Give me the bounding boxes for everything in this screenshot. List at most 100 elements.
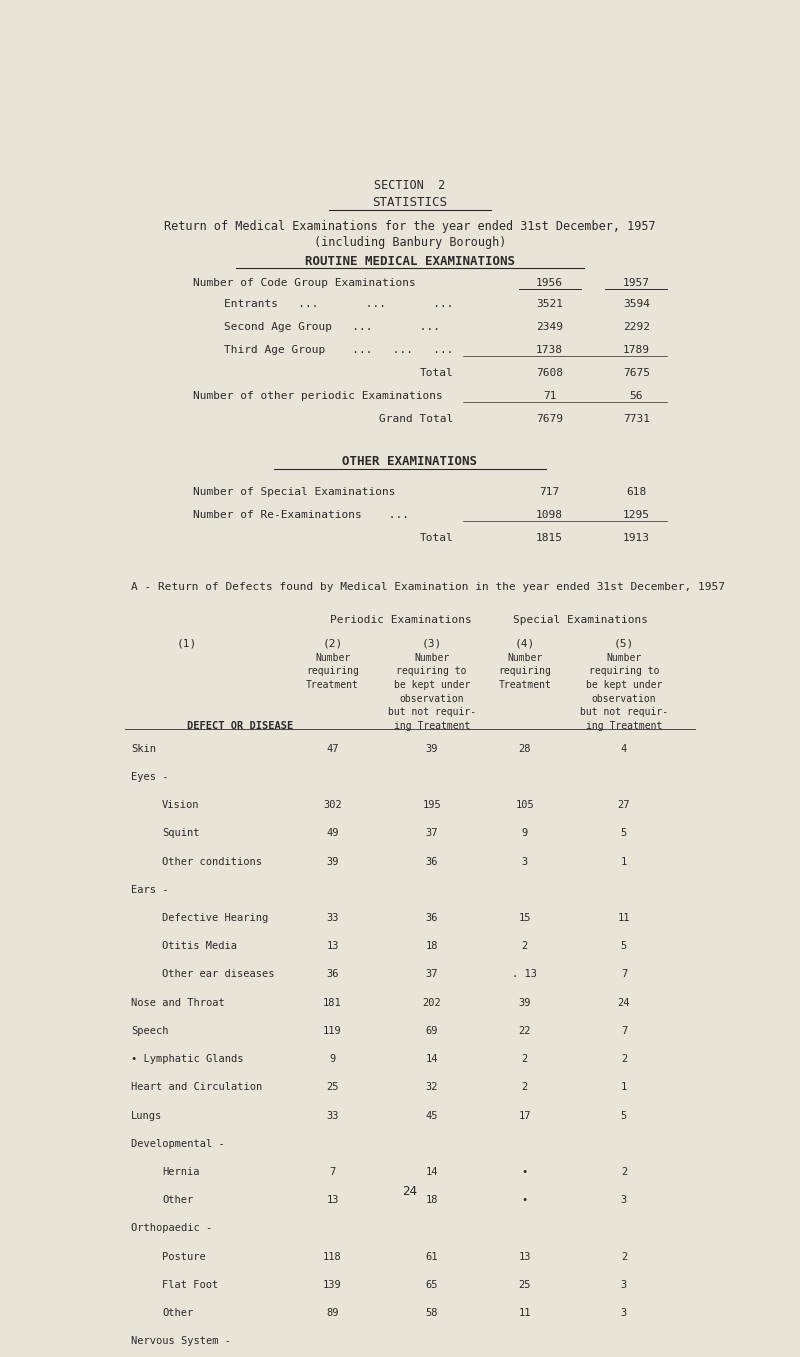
Text: 36: 36: [426, 856, 438, 867]
Text: 58: 58: [426, 1308, 438, 1318]
Text: 36: 36: [326, 969, 338, 980]
Text: 61: 61: [426, 1251, 438, 1262]
Text: (5): (5): [614, 638, 634, 649]
Text: 3: 3: [621, 1196, 627, 1205]
Text: 28: 28: [518, 744, 531, 753]
Text: 118: 118: [323, 1251, 342, 1262]
Text: Lungs: Lungs: [131, 1110, 162, 1121]
Text: 7731: 7731: [622, 414, 650, 423]
Text: 1738: 1738: [536, 345, 563, 354]
Text: Speech: Speech: [131, 1026, 169, 1035]
Text: 17: 17: [518, 1110, 531, 1121]
Text: 1957: 1957: [622, 278, 650, 288]
Text: 22: 22: [518, 1026, 531, 1035]
Text: • Lymphatic Glands: • Lymphatic Glands: [131, 1054, 243, 1064]
Text: Nervous System -: Nervous System -: [131, 1337, 231, 1346]
Text: 2: 2: [522, 1054, 528, 1064]
Text: 3521: 3521: [536, 299, 563, 308]
Text: Flat Foot: Flat Foot: [162, 1280, 218, 1289]
Text: Number: Number: [414, 653, 450, 662]
Text: 37: 37: [426, 969, 438, 980]
Text: Otitis Media: Otitis Media: [162, 942, 237, 951]
Text: 7679: 7679: [536, 414, 563, 423]
Text: Number of Re-Examinations    ...: Number of Re-Examinations ...: [193, 510, 409, 520]
Text: 4: 4: [621, 744, 627, 753]
Text: Entrants   ...       ...       ...: Entrants ... ... ...: [224, 299, 454, 308]
Text: (2): (2): [322, 638, 342, 649]
Text: Treatment: Treatment: [306, 680, 359, 691]
Text: 36: 36: [426, 913, 438, 923]
Text: SECTION  2: SECTION 2: [374, 179, 446, 191]
Text: be kept under: be kept under: [394, 680, 470, 691]
Text: Developmental -: Developmental -: [131, 1139, 225, 1149]
Text: 3: 3: [522, 856, 528, 867]
Text: (4): (4): [514, 638, 535, 649]
Text: Nose and Throat: Nose and Throat: [131, 997, 225, 1008]
Text: 65: 65: [426, 1280, 438, 1289]
Text: Return of Medical Examinations for the year ended 31st December, 1957: Return of Medical Examinations for the y…: [164, 220, 656, 233]
Text: 1815: 1815: [536, 533, 563, 543]
Text: 717: 717: [539, 487, 560, 497]
Text: 139: 139: [323, 1280, 342, 1289]
Text: 1956: 1956: [536, 278, 563, 288]
Text: Other: Other: [162, 1308, 194, 1318]
Text: 24: 24: [402, 1185, 418, 1198]
Text: 1789: 1789: [622, 345, 650, 354]
Text: 1098: 1098: [536, 510, 563, 520]
Text: 2: 2: [621, 1054, 627, 1064]
Text: (including Banbury Borough): (including Banbury Borough): [314, 236, 506, 248]
Text: 24: 24: [618, 997, 630, 1008]
Text: 39: 39: [326, 856, 338, 867]
Text: Other conditions: Other conditions: [162, 856, 262, 867]
Text: 14: 14: [426, 1054, 438, 1064]
Text: Grand Total: Grand Total: [379, 414, 454, 423]
Text: 25: 25: [518, 1280, 531, 1289]
Text: requiring to: requiring to: [589, 666, 659, 677]
Text: Total: Total: [420, 368, 454, 377]
Text: Posture: Posture: [162, 1251, 206, 1262]
Text: 1: 1: [621, 1083, 627, 1092]
Text: 11: 11: [618, 913, 630, 923]
Text: 618: 618: [626, 487, 646, 497]
Text: 3: 3: [621, 1308, 627, 1318]
Text: 45: 45: [426, 1110, 438, 1121]
Text: A - Return of Defects found by Medical Examination in the year ended 31st Decemb: A - Return of Defects found by Medical E…: [131, 582, 725, 592]
Text: 69: 69: [426, 1026, 438, 1035]
Text: 37: 37: [426, 828, 438, 839]
Text: Skin: Skin: [131, 744, 156, 753]
Text: Number: Number: [315, 653, 350, 662]
Text: 47: 47: [326, 744, 338, 753]
Text: 71: 71: [542, 391, 556, 400]
Text: 2292: 2292: [622, 322, 650, 331]
Text: Squint: Squint: [162, 828, 199, 839]
Text: Number of Special Examinations: Number of Special Examinations: [193, 487, 395, 497]
Text: DEFECT OR DISEASE: DEFECT OR DISEASE: [187, 721, 293, 731]
Text: Number of other periodic Examinations: Number of other periodic Examinations: [193, 391, 442, 400]
Text: requiring: requiring: [498, 666, 551, 677]
Text: 1295: 1295: [622, 510, 650, 520]
Text: ing Treatment: ing Treatment: [586, 721, 662, 731]
Text: 9: 9: [522, 828, 528, 839]
Text: requiring: requiring: [306, 666, 359, 677]
Text: Orthopaedic -: Orthopaedic -: [131, 1224, 212, 1234]
Text: 5: 5: [621, 1110, 627, 1121]
Text: •: •: [522, 1196, 528, 1205]
Text: 7: 7: [621, 1026, 627, 1035]
Text: STATISTICS: STATISTICS: [373, 197, 447, 209]
Text: Total: Total: [420, 533, 454, 543]
Text: 18: 18: [426, 1196, 438, 1205]
Text: Defective Hearing: Defective Hearing: [162, 913, 268, 923]
Text: 195: 195: [422, 801, 441, 810]
Text: Number: Number: [606, 653, 642, 662]
Text: 33: 33: [326, 913, 338, 923]
Text: 7: 7: [621, 969, 627, 980]
Text: 2: 2: [522, 1083, 528, 1092]
Text: 32: 32: [426, 1083, 438, 1092]
Text: 3594: 3594: [622, 299, 650, 308]
Text: 56: 56: [630, 391, 643, 400]
Text: Other: Other: [162, 1196, 194, 1205]
Text: 202: 202: [422, 997, 441, 1008]
Text: 7: 7: [330, 1167, 336, 1177]
Text: Number of Code Group Examinations: Number of Code Group Examinations: [193, 278, 416, 288]
Text: Number: Number: [507, 653, 542, 662]
